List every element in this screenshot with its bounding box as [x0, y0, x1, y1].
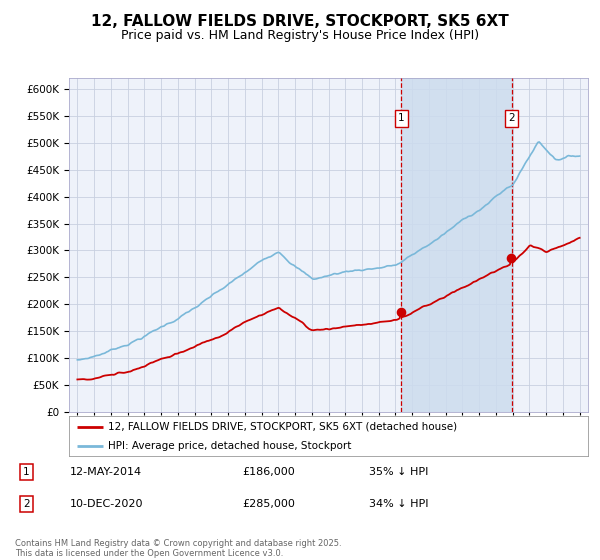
Text: 2: 2: [508, 113, 515, 123]
Text: £285,000: £285,000: [242, 499, 295, 509]
Point: [396, 307, 406, 316]
Text: Price paid vs. HM Land Registry's House Price Index (HPI): Price paid vs. HM Land Registry's House …: [121, 29, 479, 42]
Text: 2: 2: [23, 499, 30, 509]
Text: £186,000: £186,000: [242, 467, 295, 477]
Text: 34% ↓ HPI: 34% ↓ HPI: [369, 499, 428, 509]
Bar: [401, 78, 512, 412]
Text: 1: 1: [398, 113, 405, 123]
Text: Contains HM Land Registry data © Crown copyright and database right 2025.
This d: Contains HM Land Registry data © Crown c…: [15, 539, 341, 558]
Text: 1: 1: [23, 467, 30, 477]
Text: 35% ↓ HPI: 35% ↓ HPI: [369, 467, 428, 477]
Text: 12, FALLOW FIELDS DRIVE, STOCKPORT, SK5 6XT (detached house): 12, FALLOW FIELDS DRIVE, STOCKPORT, SK5 …: [108, 422, 457, 432]
Text: 12-MAY-2014: 12-MAY-2014: [70, 467, 142, 477]
Text: 10-DEC-2020: 10-DEC-2020: [70, 499, 143, 509]
Text: 12, FALLOW FIELDS DRIVE, STOCKPORT, SK5 6XT: 12, FALLOW FIELDS DRIVE, STOCKPORT, SK5 …: [91, 14, 509, 29]
Text: HPI: Average price, detached house, Stockport: HPI: Average price, detached house, Stoc…: [108, 441, 352, 450]
Point: [506, 254, 516, 263]
